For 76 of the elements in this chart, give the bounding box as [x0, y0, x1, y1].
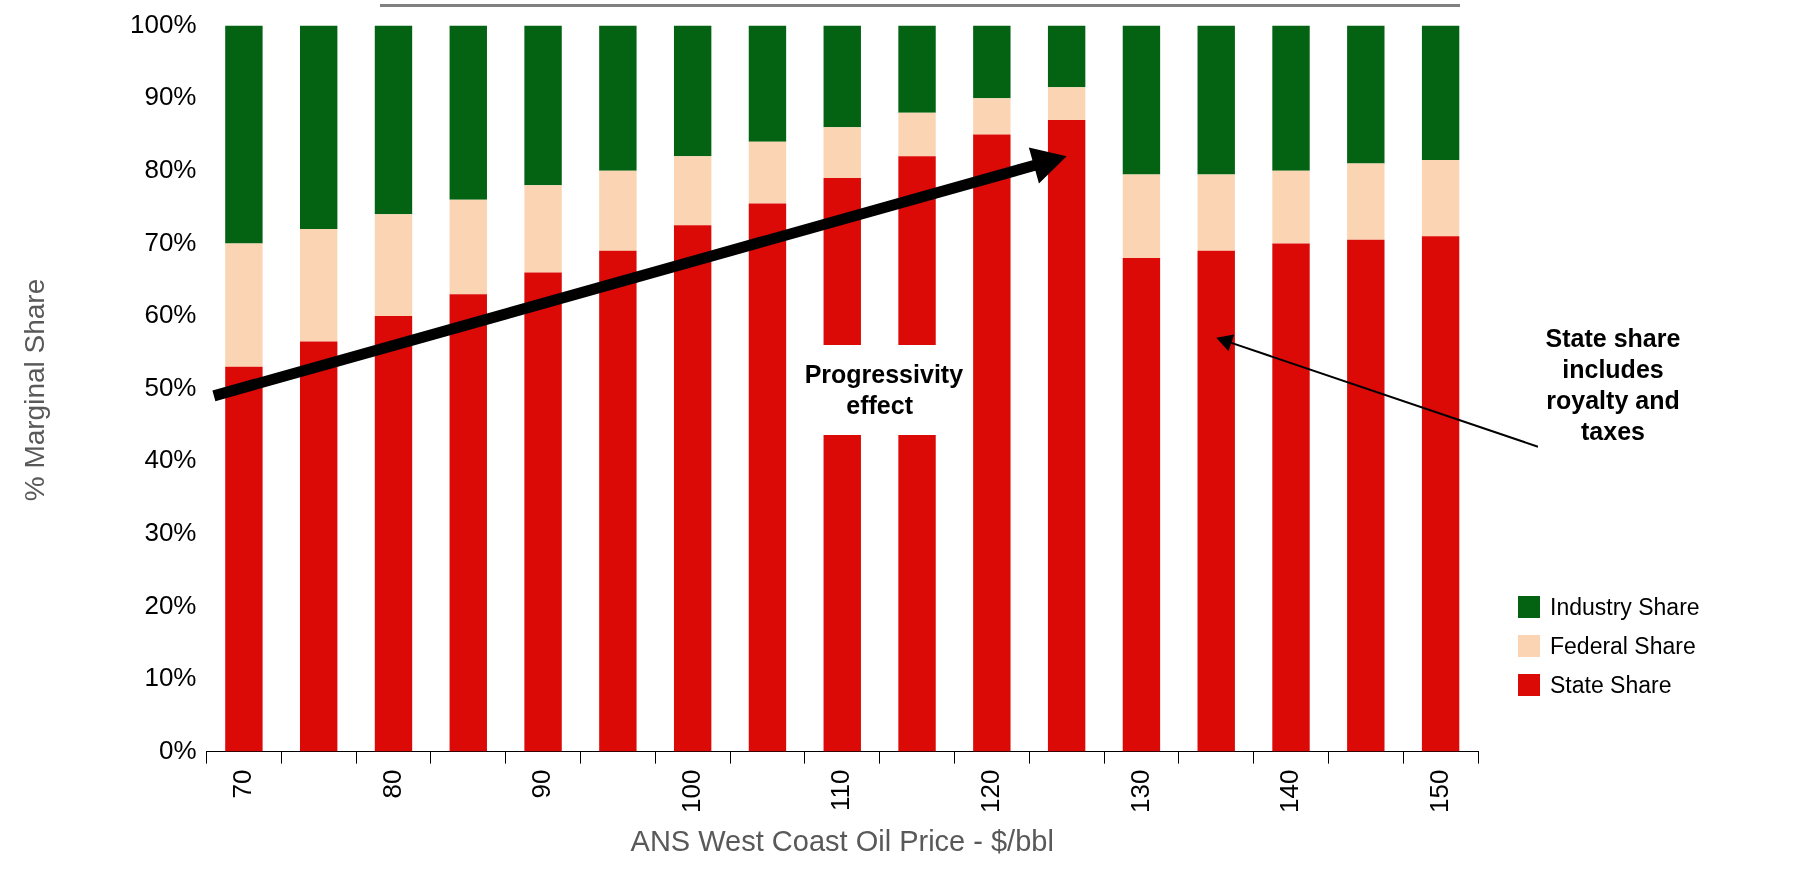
legend-label: State Share [1550, 671, 1672, 699]
bar [599, 250, 637, 752]
bar [748, 25, 787, 142]
bar [299, 25, 338, 229]
bar [1197, 250, 1235, 752]
bar [524, 185, 562, 273]
y-tick-label: 60% [144, 299, 197, 330]
x-tick-label: 140 [1274, 769, 1305, 814]
bar [1421, 25, 1460, 160]
x-tick-label: 90 [526, 769, 557, 799]
bar [449, 25, 487, 200]
bar [1122, 174, 1161, 258]
bar [1047, 119, 1086, 752]
bar [1122, 257, 1161, 752]
bar [973, 25, 1011, 99]
x-tick-label: 110 [825, 769, 856, 812]
y-tick-label: 10% [144, 662, 197, 693]
y-tick-label: 30% [144, 516, 197, 547]
x-tick-label: 70 [227, 769, 258, 799]
bar [374, 25, 413, 215]
y-tick-label: 100% [130, 8, 197, 39]
bar [1197, 25, 1235, 175]
annotation: Progressivity effect [792, 345, 967, 436]
bar [225, 243, 263, 367]
bar [973, 98, 1011, 135]
bar [823, 25, 861, 128]
y-axis-title: % Marginal Share [19, 278, 51, 502]
bar [673, 156, 712, 226]
y-tick-label: 20% [144, 589, 197, 620]
y-tick-label: 50% [144, 371, 197, 402]
y-tick-label: 90% [144, 81, 197, 112]
bar [449, 199, 487, 295]
bar [1347, 25, 1385, 164]
x-tick-label: 130 [1124, 769, 1155, 814]
x-axis-title: ANS West Coast Oil Price - $/bbl [629, 825, 1055, 858]
bar [1347, 163, 1385, 240]
bar [823, 127, 861, 179]
legend-label: Federal Share [1550, 632, 1696, 660]
bar [898, 25, 936, 113]
y-tick-label: 40% [144, 444, 197, 475]
bar [374, 316, 413, 752]
bar [599, 25, 637, 171]
bar [1421, 159, 1460, 237]
bar [1272, 170, 1310, 244]
bar [973, 134, 1011, 752]
x-tick-label: 150 [1423, 769, 1454, 814]
bar [299, 228, 338, 342]
bar [1347, 239, 1385, 752]
bar [299, 341, 338, 752]
bar [748, 141, 787, 204]
bar [1421, 236, 1460, 752]
bar [225, 25, 263, 244]
bar [1047, 87, 1086, 120]
x-tick-label: 100 [675, 769, 706, 814]
bar [1122, 25, 1161, 175]
bar [1197, 174, 1235, 251]
bar [898, 112, 936, 157]
bar [449, 294, 487, 752]
x-tick-label: 120 [975, 769, 1006, 814]
bar [599, 170, 637, 251]
bar [748, 203, 787, 752]
y-tick-label: 70% [144, 226, 197, 257]
x-tick-label: 80 [376, 769, 407, 799]
bar [673, 225, 712, 752]
legend-label: Industry Share [1550, 593, 1700, 621]
text: State share includes royalty and taxes [1538, 323, 1688, 448]
bar [524, 25, 562, 186]
bar [1047, 25, 1086, 88]
y-tick-label: 0% [158, 734, 197, 765]
bar [1272, 25, 1310, 171]
bar [524, 272, 562, 752]
bar [1272, 243, 1310, 752]
bar [374, 214, 413, 317]
y-tick-label: 80% [144, 153, 197, 184]
bar [225, 366, 263, 752]
bar [673, 25, 712, 157]
